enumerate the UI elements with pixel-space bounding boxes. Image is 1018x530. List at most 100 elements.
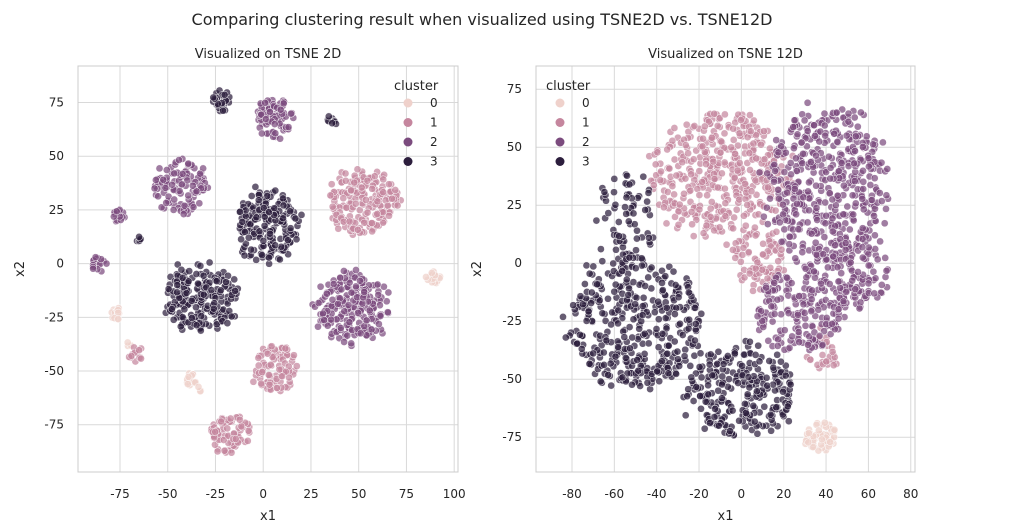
- subplot-title: Visualized on TSNE 2D: [195, 47, 342, 62]
- scatter-point-cluster-3: [754, 341, 763, 350]
- scatter-point-cluster-1: [675, 200, 684, 209]
- scatter-point-cluster-2: [846, 258, 855, 267]
- scatter-point-cluster-1: [747, 187, 756, 196]
- scatter-point-cluster-1: [353, 225, 362, 234]
- scatter-point-cluster-2: [788, 332, 796, 341]
- scatter-point-cluster-3: [581, 280, 589, 288]
- x-tick-label: 50: [351, 487, 366, 501]
- scatter-point-cluster-3: [624, 291, 633, 299]
- scatter-point-cluster-2: [258, 129, 266, 138]
- scatter-point-cluster-2: [803, 218, 812, 227]
- scatter-point-cluster-3: [723, 352, 732, 360]
- scatter-point-cluster-1: [351, 199, 360, 208]
- scatter-point-cluster-2: [842, 288, 851, 296]
- y-axis-label: x2: [13, 261, 28, 277]
- scatter-point-cluster-2: [383, 308, 392, 317]
- scatter-point-cluster-3: [639, 172, 648, 181]
- scatter-point-cluster-2: [864, 154, 873, 162]
- scatter-point-cluster-1: [135, 346, 143, 355]
- scatter-point-cluster-2: [836, 284, 844, 292]
- scatter-point-cluster-1: [370, 172, 379, 181]
- scatter-point-cluster-3: [185, 267, 194, 275]
- scatter-point-cluster-0: [422, 273, 430, 281]
- scatter-point-cluster-3: [735, 416, 743, 425]
- scatter-point-cluster-3: [691, 336, 699, 345]
- scatter-point-cluster-3: [592, 216, 601, 225]
- scatter-point-cluster-1: [670, 190, 678, 199]
- scatter-point-cluster-1: [663, 145, 672, 154]
- scatter-point-cluster-3: [671, 281, 680, 289]
- scatter-point-cluster-1: [737, 116, 745, 124]
- scatter-point-cluster-2: [848, 191, 857, 200]
- scatter-point-cluster-3: [749, 401, 758, 410]
- scatter-point-cluster-2: [775, 218, 784, 227]
- scatter-point-cluster-2: [853, 122, 862, 131]
- scatter-point-cluster-2: [336, 324, 345, 332]
- scatter-point-cluster-1: [326, 191, 335, 200]
- scatter-point-cluster-1: [689, 232, 698, 240]
- legend-marker-2: [403, 137, 413, 147]
- scatter-point-cluster-3: [199, 271, 208, 280]
- scatter-point-cluster-0: [804, 429, 813, 437]
- scatter-point-cluster-1: [695, 167, 704, 175]
- scatter-point-cluster-3: [620, 333, 629, 341]
- scatter-point-cluster-3: [247, 245, 255, 254]
- scatter-point-cluster-2: [759, 212, 768, 221]
- scatter-point-cluster-2: [868, 196, 876, 204]
- scatter-point-cluster-0: [830, 425, 839, 434]
- scatter-point-cluster-2: [880, 219, 889, 228]
- scatter-point-cluster-2: [790, 144, 798, 153]
- scatter-point-cluster-2: [320, 316, 329, 324]
- scatter-point-cluster-2: [266, 107, 274, 116]
- scatter-point-cluster-1: [752, 154, 761, 163]
- x-tick-label: -20: [689, 487, 709, 501]
- scatter-point-cluster-1: [772, 227, 781, 236]
- scatter-point-cluster-1: [722, 240, 731, 249]
- scatter-point-cluster-2: [858, 224, 867, 233]
- scatter-point-cluster-3: [643, 378, 652, 387]
- scatter-point-cluster-0: [826, 438, 834, 446]
- scatter-point-cluster-1: [671, 213, 679, 221]
- scatter-point-cluster-3: [168, 305, 176, 313]
- scatter-point-cluster-2: [786, 159, 795, 167]
- scatter-point-cluster-2: [800, 309, 809, 317]
- scatter-point-cluster-1: [710, 109, 719, 118]
- scatter-point-cluster-3: [192, 270, 201, 278]
- scatter-point-cluster-2: [845, 225, 854, 234]
- scatter-point-cluster-3: [219, 106, 227, 115]
- scatter-point-cluster-1: [774, 257, 783, 266]
- scatter-point-cluster-3: [610, 287, 619, 296]
- scatter-point-cluster-3: [633, 234, 641, 243]
- scatter-point-cluster-3: [622, 210, 631, 218]
- legend-entry-0: 0: [582, 96, 590, 110]
- scatter-point-cluster-3: [632, 293, 641, 302]
- scatter-point-cluster-1: [220, 446, 229, 455]
- scatter-point-cluster-2: [794, 310, 802, 319]
- scatter-point-cluster-2: [783, 188, 791, 197]
- scatter-point-cluster-2: [196, 169, 204, 178]
- scatter-point-cluster-1: [254, 354, 263, 362]
- scatter-point-cluster-3: [696, 349, 705, 358]
- scatter-point-cluster-1: [674, 207, 683, 216]
- scatter-point-cluster-1: [290, 351, 298, 360]
- scatter-point-cluster-1: [670, 155, 679, 164]
- x-tick-label: 0: [259, 487, 267, 501]
- scatter-point-cluster-2: [792, 210, 800, 219]
- scatter-point-cluster-3: [223, 319, 232, 328]
- scatter-point-cluster-1: [749, 139, 758, 148]
- scatter-point-cluster-2: [837, 159, 846, 167]
- scatter-point-cluster-3: [661, 272, 670, 281]
- scatter-point-cluster-3: [609, 259, 618, 268]
- scatter-point-cluster-3: [624, 217, 633, 226]
- scatter-point-cluster-2: [813, 216, 822, 224]
- x-tick-label: -25: [206, 487, 226, 501]
- legend-entry-1: 1: [582, 116, 590, 130]
- scatter-point-cluster-2: [807, 229, 816, 238]
- scatter-point-cluster-2: [790, 185, 799, 193]
- scatter-point-cluster-2: [184, 159, 193, 168]
- scatter-point-cluster-1: [347, 186, 356, 195]
- scatter-point-cluster-2: [851, 199, 860, 208]
- scatter-point-cluster-2: [192, 187, 201, 196]
- scatter-point-cluster-2: [833, 137, 842, 146]
- scatter-point-cluster-1: [670, 124, 679, 132]
